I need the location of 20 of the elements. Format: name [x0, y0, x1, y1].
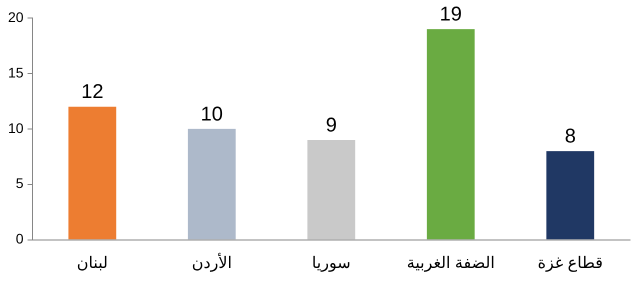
bar	[307, 140, 356, 240]
bar	[188, 128, 236, 240]
data-label: 10	[200, 103, 223, 126]
x-tick-label: الضفة الغربية	[406, 254, 495, 272]
bar	[546, 151, 594, 240]
data-label: 9	[326, 114, 337, 137]
y-tick-label: 0	[16, 230, 24, 247]
bar	[426, 29, 475, 240]
x-tick-label: سوريا	[312, 254, 351, 272]
y-tick-label: 20	[8, 8, 24, 25]
data-label: 12	[81, 81, 104, 104]
y-tick-label: 5	[16, 175, 24, 192]
y-tick-label: 15	[8, 64, 24, 80]
x-tick-label: الأردن	[192, 252, 232, 272]
bar	[68, 106, 116, 240]
y-tick-label: 10	[8, 120, 24, 136]
x-tick-label: قطاع غزة	[538, 254, 603, 272]
data-label: 8	[564, 126, 576, 148]
data-label: 19	[440, 4, 462, 26]
x-tick-label: لبنان	[76, 254, 108, 272]
